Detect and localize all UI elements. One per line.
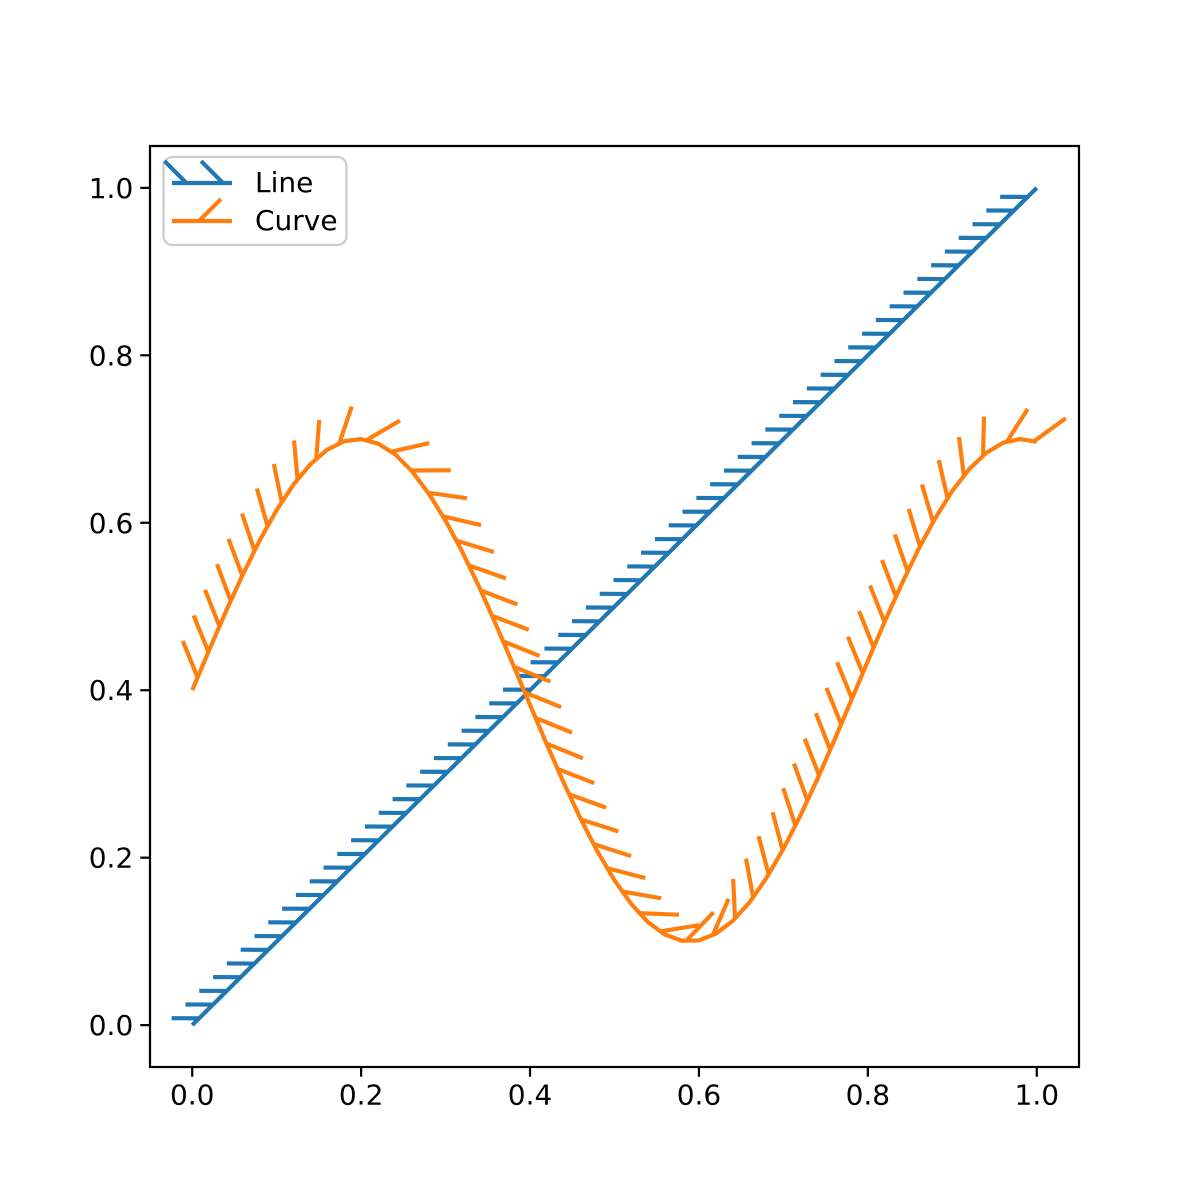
y-axis: 0.0 0.2 0.4 0.6 0.8 1.0 <box>89 172 150 1042</box>
x-tick-label: 0.8 <box>846 1079 891 1112</box>
x-axis: 0.0 0.2 0.4 0.6 0.8 1.0 <box>170 1067 1059 1112</box>
y-tick-label: 1.0 <box>89 172 134 205</box>
legend: Line Curve <box>162 155 348 247</box>
legend-sample-tick <box>199 159 225 185</box>
legend-handle-curve <box>172 197 232 224</box>
x-tick-label: 1.0 <box>1015 1079 1060 1112</box>
y-tick-label: 0.2 <box>89 842 134 875</box>
legend-label-line: Line <box>255 166 313 199</box>
y-tick-label: 0.4 <box>89 674 134 707</box>
plot-series-layer <box>171 186 1067 1027</box>
x-tick-label: 0.0 <box>170 1079 215 1112</box>
legend-sample-tick <box>163 159 188 185</box>
x-tick-label: 0.6 <box>677 1079 722 1112</box>
series-line-path <box>190 186 1039 1027</box>
x-tick-label: 0.4 <box>508 1079 553 1112</box>
series-line-hatch-ticks <box>171 194 1028 1021</box>
legend-label-curve: Curve <box>255 204 338 237</box>
y-tick-label: 0.6 <box>89 507 134 540</box>
series-curve-hatch-ticks <box>180 405 1067 943</box>
y-tick-label: 0.8 <box>89 339 134 372</box>
y-tick-label: 0.0 <box>89 1009 134 1042</box>
legend-handle-line <box>163 159 232 186</box>
legend-sample-tick <box>197 197 223 223</box>
x-tick-label: 0.2 <box>339 1079 384 1112</box>
axes-border <box>148 144 1081 1069</box>
